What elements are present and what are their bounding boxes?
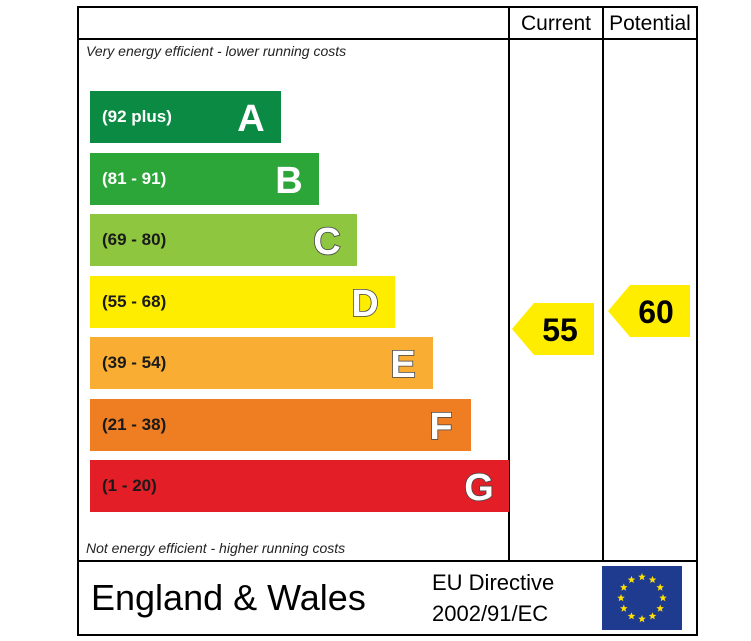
band-g: (1 - 20) G <box>90 460 509 512</box>
flag-star-icon <box>620 604 628 612</box>
band-b-range: (81 - 91) <box>102 169 167 188</box>
flag-star-icon <box>627 575 636 584</box>
eu-directive-number: 2002/91/EC <box>432 601 549 626</box>
flag-star-icon <box>659 594 667 602</box>
current-rating-value: 55 <box>542 312 578 348</box>
band-f: (21 - 38) F <box>90 399 471 451</box>
band-b: (81 - 91) B <box>90 153 319 205</box>
svg-text:C: C <box>313 221 340 263</box>
flag-star-icon <box>648 612 657 620</box>
flag-star-icon <box>620 583 628 591</box>
epc-chart-frame <box>77 6 698 636</box>
band-c-letter: C <box>312 220 341 264</box>
current-rating-arrow: 55 <box>512 303 594 355</box>
band-e-letter: E <box>390 343 417 387</box>
potential-rating-arrow: 60 <box>608 285 690 337</box>
flag-star-icon <box>638 615 646 623</box>
band-g-range: (1 - 20) <box>102 476 157 495</box>
band-c: (69 - 80) C <box>90 214 357 266</box>
band-d: (55 - 68) D <box>90 276 395 328</box>
flag-star-icon <box>638 573 646 581</box>
flag-star-icon <box>656 604 664 612</box>
band-a-range: (92 plus) <box>102 107 172 126</box>
bottom-efficiency-note: Not energy efficient - higher running co… <box>86 540 346 556</box>
band-g-letter: G <box>463 466 494 510</box>
svg-text:E: E <box>390 344 415 386</box>
band-e: (39 - 54) E <box>90 337 433 389</box>
band-d-letter: D <box>350 282 379 326</box>
top-efficiency-note: Very energy efficient - lower running co… <box>86 43 347 59</box>
band-c-range: (69 - 80) <box>102 230 167 249</box>
band-a-letter: A <box>237 98 264 140</box>
band-b-letter: B <box>275 160 302 202</box>
flag-star-icon <box>617 594 625 602</box>
band-f-letter: F <box>429 405 454 449</box>
current-column-header: Current <box>520 12 592 35</box>
current-column-divider <box>508 6 510 562</box>
band-e-range: (39 - 54) <box>102 353 167 372</box>
potential-column-header: Potential <box>609 12 691 35</box>
eu-flag-icon <box>602 566 682 630</box>
header-divider <box>77 38 698 40</box>
band-a: (92 plus) A <box>90 91 281 143</box>
flag-star-icon <box>648 575 657 584</box>
svg-text:A: A <box>237 98 264 140</box>
band-d-range: (55 - 68) <box>102 292 167 311</box>
svg-text:D: D <box>351 283 378 325</box>
band-f-range: (21 - 38) <box>102 415 167 434</box>
potential-rating-value: 60 <box>638 294 674 330</box>
footer-divider <box>77 560 698 562</box>
potential-column-divider <box>602 6 604 562</box>
svg-text:B: B <box>275 160 302 202</box>
flag-star-icon <box>627 612 636 620</box>
eu-directive-label: EU Directive <box>432 570 555 595</box>
region-title: England & Wales <box>91 577 366 618</box>
flag-star-icon <box>656 583 664 591</box>
svg-text:F: F <box>429 406 452 448</box>
svg-text:G: G <box>464 467 494 509</box>
